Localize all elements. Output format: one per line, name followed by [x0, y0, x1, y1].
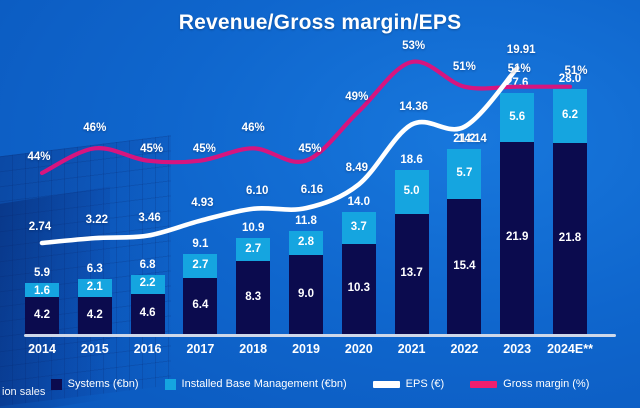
bar-segment-systems[interactable]: 4.2	[25, 297, 59, 334]
bar-column[interactable]: 1.6 4.2 5.9	[25, 267, 59, 334]
eps-point-label: 8.49	[345, 162, 368, 175]
x-axis-label: 2015	[80, 342, 109, 356]
x-axis-label: 2022	[450, 342, 479, 356]
bar-total-label: 6.8	[139, 258, 156, 271]
bar-segment-systems[interactable]: 4.2	[77, 297, 112, 334]
bar-segment-label: 4.6	[139, 306, 156, 319]
bar-segment-installed-base[interactable]: 2.2	[130, 274, 165, 294]
bar-segment-label: 4.2	[34, 308, 50, 321]
eps-point-label: 14.36	[399, 100, 428, 113]
legend-label: Installed Base Management (€bn)	[181, 378, 347, 390]
legend-gross-margin[interactable]: Gross margin (%)	[470, 378, 589, 390]
legend-swatch-line	[372, 380, 400, 388]
gross-margin-point-label: 44%	[27, 151, 51, 163]
bar-segment-systems[interactable]: 10.3	[341, 243, 376, 334]
x-axis-label: 2019	[292, 342, 320, 356]
gross-margin-point-label: 46%	[83, 122, 107, 135]
chart-legend: Systems (€bn) Installed Base Management (…	[0, 373, 640, 395]
x-axis-labels: 2014 2015 2016 2017 2018 2019 2020 2021 2022 2023…	[0, 340, 640, 362]
bar-segment-installed-base[interactable]: 2.7	[183, 254, 218, 278]
x-axis-label: 2020	[344, 342, 373, 356]
gross-margin-point-label: 51%	[564, 64, 588, 77]
bar-segment-label: 1.6	[34, 285, 50, 298]
eps-point-label: 2.74	[28, 221, 52, 233]
legend-installed-base[interactable]: Installed Base Management (€bn)	[164, 378, 347, 390]
eps-point-label: 19.91	[506, 44, 536, 56]
bar-segment-label: 13.7	[400, 267, 423, 280]
legend-swatch-square	[50, 378, 62, 390]
gross-margin-point-label: 45%	[140, 142, 164, 155]
footnote-text: ion sales	[2, 386, 46, 398]
gross-margin-point-label: 45%	[298, 142, 322, 155]
bar-segment-label: 8.3	[245, 290, 262, 303]
x-axis-label: 2021	[397, 342, 426, 356]
legend-eps[interactable]: EPS (€)	[372, 378, 445, 390]
gross-margin-point-label: 45%	[192, 142, 216, 155]
legend-label: Systems (€bn)	[67, 378, 139, 390]
gross-margin-point-label: 51%	[452, 60, 476, 73]
bar-segment-systems[interactable]: 4.6	[130, 293, 165, 334]
bar-column[interactable]: 2.7 6.4 9.1	[183, 238, 218, 334]
x-axis-label: 2016	[133, 342, 162, 356]
bar-segment-label: 21.8	[558, 231, 582, 244]
eps-point-label: 4.93	[191, 196, 214, 209]
bar-total-label: 5.9	[34, 267, 50, 280]
bar-column[interactable]: 2.2 4.6 6.8	[130, 259, 165, 334]
bar-segment-label: 2.2	[139, 277, 156, 290]
eps-point-label: 3.46	[138, 211, 161, 224]
x-axis-label: 2018	[239, 342, 268, 356]
x-axis-line	[24, 334, 616, 337]
x-axis-label: 2017	[186, 342, 215, 356]
legend-label: Gross margin (%)	[503, 378, 590, 390]
gross-margin-point-label: 49%	[345, 91, 369, 104]
bar-segment-systems[interactable]: 9.0	[289, 255, 323, 334]
x-axis-label: 2023	[503, 342, 532, 356]
gross-margin-point-label: 53%	[402, 40, 426, 52]
bar-segment-label: 10.3	[347, 281, 370, 294]
bar-segment-systems[interactable]: 6.4	[183, 278, 218, 334]
legend-swatch-square	[164, 378, 176, 390]
bar-total-label: 6.3	[86, 262, 103, 275]
legend-label: EPS (€)	[405, 378, 445, 390]
eps-point-label: 3.22	[85, 214, 108, 227]
bar-segment-label: 2.1	[86, 281, 103, 294]
gross-margin-point-label: 46%	[241, 122, 265, 135]
legend-systems[interactable]: Systems (€bn)	[50, 378, 139, 390]
bar-segment-installed-base[interactable]: 1.6	[25, 283, 59, 298]
bar-column[interactable]: 2.1 4.2 6.3	[77, 263, 112, 334]
eps-point-label: 6.16	[300, 184, 324, 197]
gross-margin-point-label: 51%	[507, 62, 531, 75]
bar-segment-systems[interactable]: 8.3	[236, 261, 271, 334]
bar-segment-label: 9.0	[298, 287, 314, 300]
eps-point-label: 14.14	[458, 132, 487, 145]
legend-swatch-line	[470, 380, 498, 388]
bar-segment-label: 4.2	[86, 308, 103, 321]
bar-segment-installed-base[interactable]: 2.1	[77, 278, 112, 298]
bar-segment-label: 6.4	[192, 299, 209, 311]
chart-title: Revenue/Gross margin/EPS	[178, 11, 462, 34]
bar-segment-label: 15.4	[453, 259, 476, 272]
x-axis-label: 2024E**	[547, 342, 593, 356]
x-axis-label: 2014	[28, 342, 56, 356]
eps-point-label: 6.10	[245, 184, 269, 197]
bar-segment-label: 2.7	[192, 259, 209, 272]
bar-segment-label: 2.7	[245, 242, 262, 255]
